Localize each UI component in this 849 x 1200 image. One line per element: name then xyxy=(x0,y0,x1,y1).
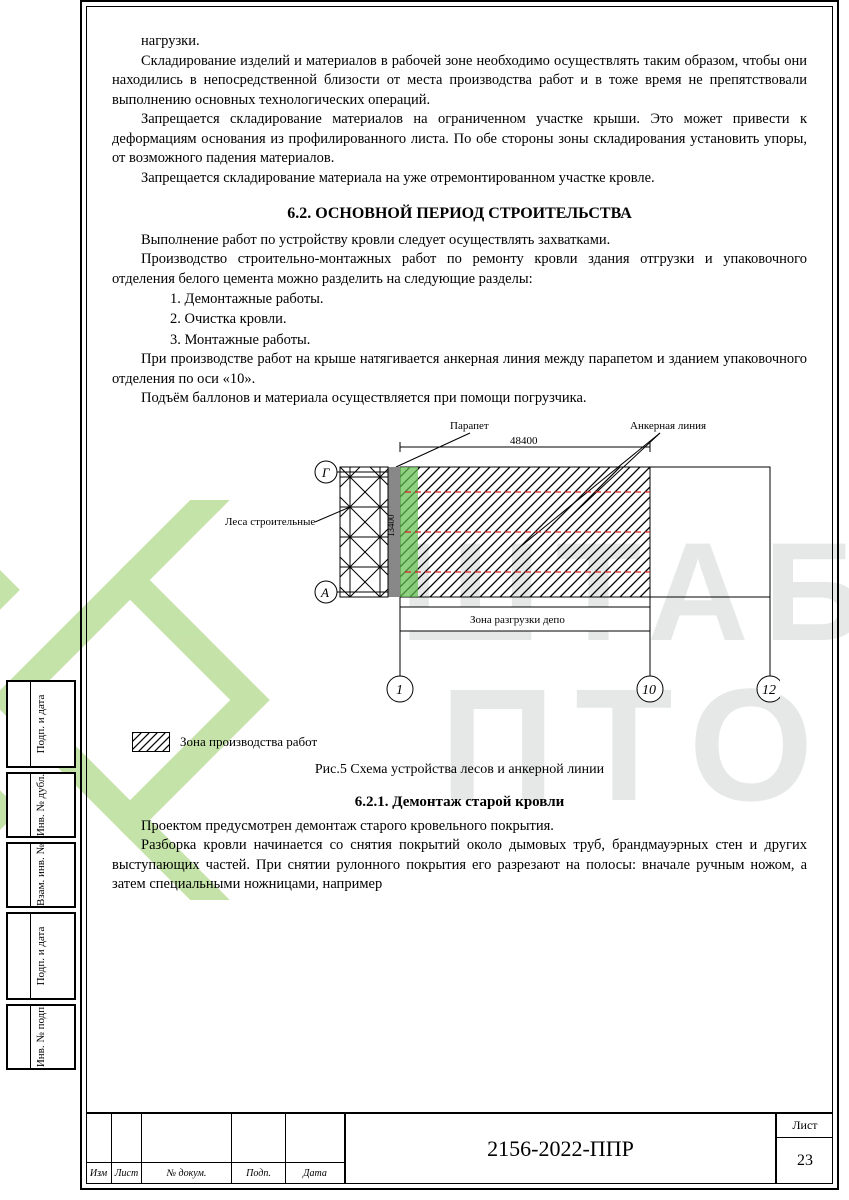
list-item: Демонтажные работы. xyxy=(170,289,807,309)
paragraph: Запрещается складирование материалов на … xyxy=(112,110,807,169)
title-block: Изм Лист № докум. Подп. Дата 2156-2022-П… xyxy=(86,1112,833,1184)
sheet-number: 23 xyxy=(777,1138,833,1184)
paragraph: Производство строительно-монтажных работ… xyxy=(112,250,807,289)
axis-10: 10 xyxy=(642,683,656,698)
paragraph: Выполнение работ по устройству кровли сл… xyxy=(112,231,807,251)
side-stamp-column: Подп. и дата Инв. № дубл. Взам. инв. № П… xyxy=(6,680,76,1074)
stamp-label: Инв. № подп xyxy=(35,1007,47,1067)
dim-left: 13400 xyxy=(386,514,396,537)
diagram-legend: Зона производства работ xyxy=(132,732,807,752)
paragraph: При производстве работ на крыше натягива… xyxy=(112,350,807,389)
paragraph: Складирование изделий и материалов в раб… xyxy=(112,52,807,111)
document-body: нагрузки. Складирование изделий и матери… xyxy=(102,32,817,895)
tb-col: Лист xyxy=(112,1163,142,1184)
paragraph: нагрузки. xyxy=(112,32,807,52)
stamp-label: Взам. инв. № xyxy=(35,844,47,906)
numbered-list: Демонтажные работы. Очистка кровли. Монт… xyxy=(170,289,807,350)
list-item: Монтажные работы. xyxy=(170,330,807,350)
paragraph: Запрещается складирование материала на у… xyxy=(112,169,807,189)
stamp-label: Подп. и дата xyxy=(35,927,47,986)
label-unload: Зона разгрузки депо xyxy=(470,614,565,626)
axis-1: 1 xyxy=(396,683,403,698)
subsection-heading: 6.2.1. Демонтаж старой кровли xyxy=(112,794,807,811)
dim-top: 48400 xyxy=(510,435,538,447)
stamp-label: Подп. и дата xyxy=(35,695,47,754)
stamp-label: Инв. № дубл. xyxy=(35,774,47,836)
list-item: Очистка кровли. xyxy=(170,309,807,329)
paragraph: Разборка кровли начинается со снятия пок… xyxy=(112,836,807,895)
label-parapet: Парапет xyxy=(450,420,489,432)
diagram-figure: Парапет Анкерная линия 48400 xyxy=(112,417,807,722)
paragraph: Подъём баллонов и материала осуществляет… xyxy=(112,389,807,409)
sheet-label: Лист xyxy=(777,1114,833,1138)
tb-col: № докум. xyxy=(142,1163,232,1184)
label-scaffolding: Леса строительные xyxy=(225,516,315,528)
paragraph: Проектом предусмотрен демонтаж старого к… xyxy=(112,817,807,837)
axis-12: 12 xyxy=(762,683,776,698)
tb-col: Дата xyxy=(286,1163,344,1184)
document-number: 2156-2022-ППР xyxy=(346,1114,777,1184)
tb-col: Подп. xyxy=(232,1163,286,1184)
legend-text: Зона производства работ xyxy=(180,734,317,750)
page-frame: нагрузки. Складирование изделий и матери… xyxy=(80,0,839,1190)
axis-g: Г xyxy=(321,465,330,480)
axis-a: А xyxy=(320,585,329,600)
figure-caption: Рис.5 Схема устройства лесов и анкерной … xyxy=(112,762,807,778)
tb-col: Изм xyxy=(86,1163,112,1184)
section-heading: 6.2. ОСНОВНОЙ ПЕРИОД СТРОИТЕЛЬСТВА xyxy=(112,205,807,223)
label-anchor: Анкерная линия xyxy=(630,420,706,432)
